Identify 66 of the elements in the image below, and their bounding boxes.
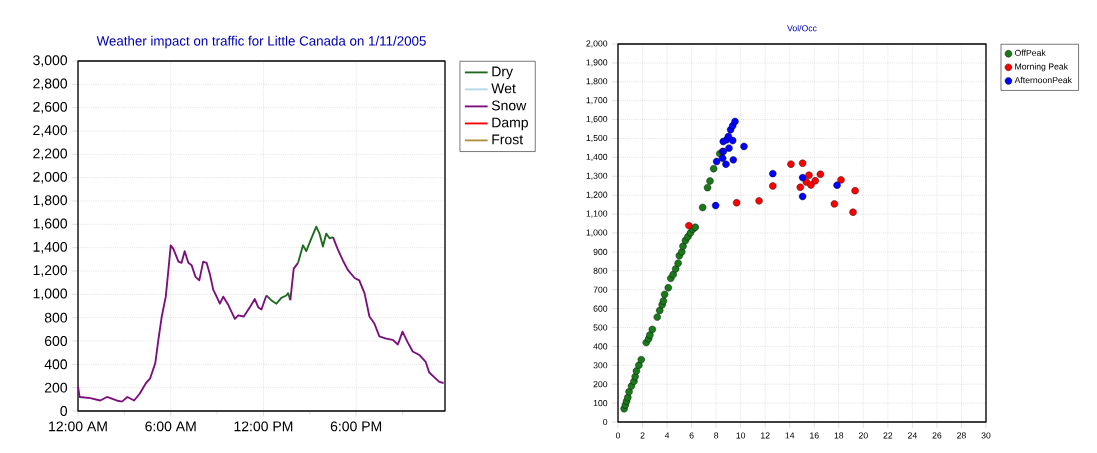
y-tick-label: 1,900 [586,59,608,67]
y-tick-label: 2,600 [33,101,68,114]
x-tick-label: 30 [981,432,991,439]
x-tick-label: 6:00 PM [330,421,382,432]
y-tick-label: 600 [593,305,608,312]
y-tick-label: 2,000 [33,171,68,184]
y-tick-label: 900 [593,248,608,255]
x-tick-label: 12:00 PM [234,421,293,432]
y-tick-label: 1,300 [586,172,608,180]
y-tick-label: 1,100 [586,210,608,218]
y-tick-label: 200 [593,381,608,388]
y-tick-label: 0 [60,406,68,416]
x-tick-label: 6 [689,432,694,439]
legend-label: Snow [491,100,527,111]
y-tick-label: 1,600 [586,116,608,124]
legend-label: Frost [492,134,524,145]
x-tick-label: 14 [785,432,795,439]
y-tick-label: 2,800 [33,78,68,91]
y-tick-label: 1,200 [33,265,68,277]
x-tick-label: 16 [810,432,819,439]
y-tick-label: 700 [593,286,608,293]
x-tick-label: 8 [714,432,719,439]
y-tick-label: 500 [593,324,608,331]
y-tick-label: 200 [44,382,68,393]
y-tick-label: 800 [44,312,68,323]
chart-title: Vol/Occ [787,24,817,32]
x-tick-label: 12 [761,432,770,439]
x-tick-label: 24 [908,432,917,439]
x-tick-label: 18 [834,432,844,439]
x-tick-label: 6:00 AM [145,421,196,432]
y-tick-label: 3,000 [33,55,68,67]
y-tick-label: 1,500 [586,134,608,143]
y-tick-label: 1,200 [586,191,608,199]
y-tick-label: 1,600 [33,218,68,231]
y-tick-label: 600 [44,336,68,346]
y-tick-label: 400 [593,343,608,350]
x-tick-label: 2 [640,432,645,439]
y-tick-label: 800 [593,267,608,274]
x-tick-label: 0 [615,432,621,439]
y-tick-label: 1,800 [586,78,608,86]
x-tick-label: 12:00 AM [49,421,107,432]
chart-title: Weather impact on traffic for Little Canada on 1/11/2005 [96,35,426,49]
x-tick-label: 4 [664,432,670,439]
legend-label: AfternoonPeak [1014,76,1072,84]
x-tick-label: 10 [736,432,746,439]
legend-label: Wet [491,83,516,94]
x-tick-label: 22 [883,432,893,439]
legend-label: Dry [492,66,513,80]
y-tick-label: 1,400 [586,153,608,161]
legend-label: Damp [492,117,528,131]
y-tick-label: 1,700 [586,97,608,105]
x-tick-label: 20 [858,432,868,439]
y-tick-label: 1,400 [33,241,68,254]
y-tick-label: 1,800 [33,195,68,207]
legend-label: OffPeak [1015,49,1046,56]
y-tick-label: 1,000 [33,288,68,301]
y-tick-label: 2,400 [33,125,68,137]
legend-label: Morning Peak [1015,63,1069,72]
y-tick-label: 300 [593,362,608,369]
y-tick-label: 400 [44,359,68,370]
y-tick-label: 1,000 [586,229,608,237]
y-tick-label: 2,000 [586,40,608,48]
y-tick-label: 2,200 [33,148,68,161]
y-tick-label: 100 [593,400,608,407]
x-tick-label: 28 [957,432,966,439]
x-tick-label: 26 [932,432,942,439]
